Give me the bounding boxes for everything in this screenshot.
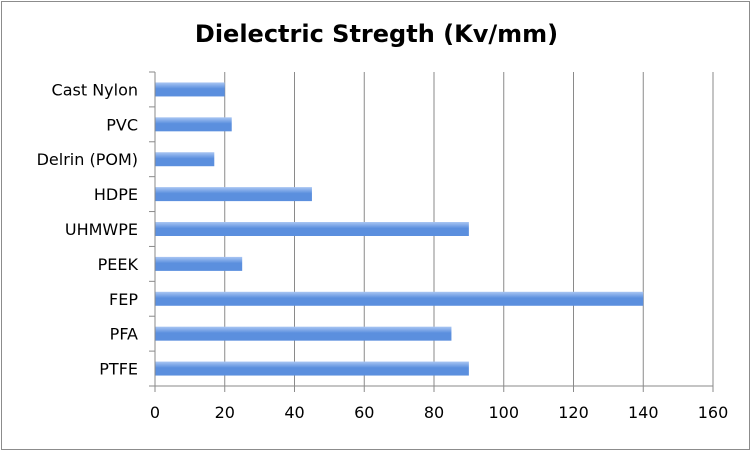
category-label: UHMWPE [65, 220, 138, 239]
axes [149, 71, 714, 392]
x-tick-label: 160 [698, 403, 729, 422]
bar [155, 256, 243, 271]
bar [155, 361, 469, 376]
bars [155, 82, 644, 376]
category-label: Delrin (POM) [37, 150, 138, 169]
axis-labels: 0 20 40 60 80 100 120 140 160 Cast Nylon PVC Delrin… [37, 80, 729, 422]
x-tick-label: 100 [488, 403, 519, 422]
x-tick-label: 60 [354, 403, 374, 422]
category-label: HDPE [94, 185, 138, 204]
x-tick-label: 20 [215, 403, 235, 422]
category-label: PTFE [99, 360, 138, 379]
bar [155, 117, 232, 132]
x-tick-label: 80 [424, 403, 444, 422]
x-tick-label: 120 [558, 403, 589, 422]
bar [155, 326, 452, 341]
category-label: PEEK [98, 255, 139, 274]
category-label: FEP [109, 290, 138, 309]
chart-title: Dielectric Stregth (Kv/mm) [194, 20, 559, 48]
category-label: PVC [106, 115, 138, 134]
category-label: PFA [110, 325, 138, 344]
bar [155, 82, 225, 97]
bar [155, 152, 215, 167]
x-tick-label: 140 [628, 403, 659, 422]
bar [155, 291, 644, 306]
x-tick-label: 0 [150, 403, 160, 422]
x-tick-label: 40 [284, 403, 304, 422]
bar [155, 222, 469, 236]
bar [155, 187, 312, 202]
category-label: Cast Nylon [52, 80, 138, 99]
